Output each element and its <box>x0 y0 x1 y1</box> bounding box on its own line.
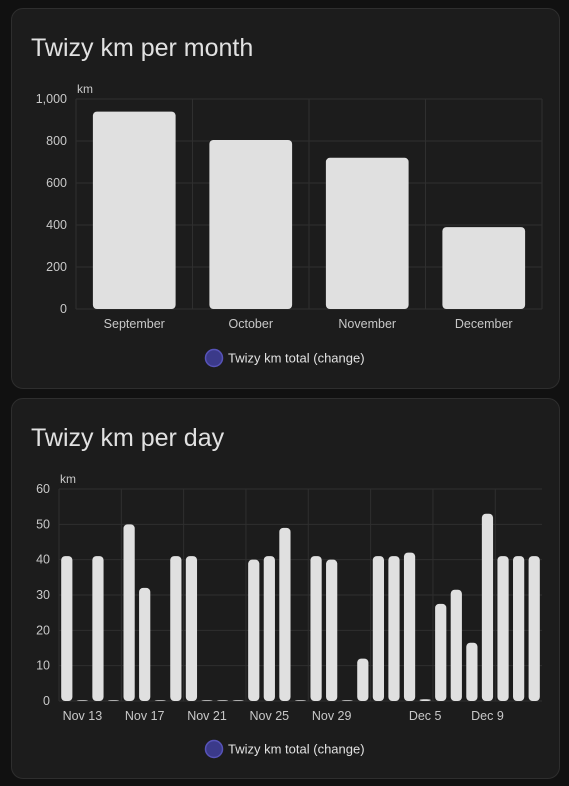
bar-dec-6[interactable] <box>435 603 447 701</box>
bar-dec-7[interactable] <box>450 589 462 701</box>
bar-nov-15[interactable] <box>107 700 120 701</box>
bar-nov-29[interactable] <box>326 559 338 701</box>
legend-swatch-icon <box>204 739 224 759</box>
bar-november[interactable] <box>325 157 409 309</box>
x-tick-label: Dec 5 <box>409 709 442 723</box>
bar-dec-8[interactable] <box>466 642 478 701</box>
daily-bar-chart: 0 10 20 30 40 50 60 km Nov 13 Nov 17 Nov 21 Nov 25 N… <box>36 472 542 759</box>
bar-nov-13[interactable] <box>76 700 88 701</box>
bar-dec-10[interactable] <box>497 556 509 701</box>
y-tick-label: 50 <box>36 517 50 531</box>
x-tick-label: Nov 25 <box>250 709 290 723</box>
legend-swatch-icon <box>204 348 224 368</box>
monthly-chart-title: Twizy km per month <box>31 34 254 62</box>
y-axis-unit-label: km <box>60 472 76 486</box>
bar-dec-12[interactable] <box>528 556 540 701</box>
bar-nov-16[interactable] <box>123 524 135 701</box>
x-tick-label: Nov 17 <box>125 709 165 723</box>
y-tick-label: 60 <box>36 482 50 496</box>
bar-dec-5[interactable] <box>419 699 431 701</box>
y-tick-label: 200 <box>46 260 67 274</box>
bar-dec-9[interactable] <box>481 513 494 701</box>
bar-nov-17[interactable] <box>139 587 151 701</box>
bar-nov-23[interactable] <box>232 700 244 701</box>
monthly-chart-card: Twizy km per month 0 200 400 600 800 1,000 km S… <box>11 8 560 389</box>
y-tick-label: 800 <box>46 134 67 148</box>
y-tick-label: 40 <box>36 553 50 567</box>
bar-september[interactable] <box>92 111 176 309</box>
y-tick-label: 0 <box>43 694 50 708</box>
monthly-bar-chart: 0 200 400 600 800 1,000 km September October Nove… <box>36 82 543 368</box>
bar-nov-24[interactable] <box>248 559 260 701</box>
bar-nov-30[interactable] <box>341 700 353 701</box>
x-tick-label: Nov 13 <box>63 709 103 723</box>
x-tick-label: Dec 9 <box>471 709 504 723</box>
bar-nov-19[interactable] <box>170 556 182 701</box>
x-tick-label: October <box>229 317 273 331</box>
y-tick-label: 0 <box>60 302 67 316</box>
chart-legend[interactable]: Twizy km total (change) <box>204 739 365 759</box>
x-tick-label: Nov 29 <box>312 709 352 723</box>
legend-label: Twizy km total (change) <box>228 351 365 366</box>
y-tick-label: 400 <box>46 218 67 232</box>
legend-label: Twizy km total (change) <box>228 742 365 757</box>
bar-nov-12[interactable] <box>61 556 73 701</box>
bar-nov-21[interactable] <box>201 700 213 701</box>
y-tick-label: 30 <box>36 588 50 602</box>
bar-december[interactable] <box>442 227 526 309</box>
bar-dec-11[interactable] <box>513 556 525 701</box>
daily-chart-title: Twizy km per day <box>31 424 225 452</box>
bar-nov-22[interactable] <box>216 700 229 701</box>
x-tick-label: December <box>455 317 513 331</box>
daily-chart-card: Twizy km per day 0 10 20 30 40 50 60 km Nov 13 No… <box>11 398 560 779</box>
bar-nov-26[interactable] <box>279 527 291 701</box>
chart-legend[interactable]: Twizy km total (change) <box>204 348 365 368</box>
y-tick-label: 1,000 <box>36 92 67 106</box>
bar-dec-4[interactable] <box>403 552 416 701</box>
x-tick-label: September <box>104 317 165 331</box>
bar-nov-14[interactable] <box>92 556 104 701</box>
y-tick-label: 600 <box>46 176 67 190</box>
y-axis-unit-label: km <box>77 82 93 96</box>
bar-dec-1[interactable] <box>357 658 369 701</box>
y-tick-label: 20 <box>36 623 50 637</box>
x-tick-label: November <box>338 317 396 331</box>
bar-dec-3[interactable] <box>388 556 400 701</box>
bar-nov-25[interactable] <box>263 556 275 701</box>
bar-nov-28[interactable] <box>310 556 322 701</box>
x-tick-label: Nov 21 <box>187 709 227 723</box>
bar-dec-2[interactable] <box>372 556 385 701</box>
bar-nov-18[interactable] <box>154 700 166 701</box>
bar-nov-20[interactable] <box>185 556 198 701</box>
bar-nov-27[interactable] <box>294 700 307 701</box>
bar-october[interactable] <box>209 139 293 309</box>
y-tick-label: 10 <box>36 659 50 673</box>
